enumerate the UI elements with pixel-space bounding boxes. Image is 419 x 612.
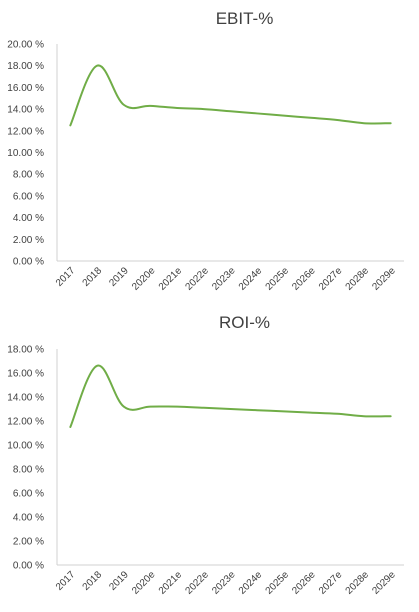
- y-tick-label: 10.00 %: [7, 441, 44, 452]
- y-tick-label: 4.00 %: [13, 513, 44, 524]
- x-tick-label: 2028e: [344, 265, 372, 293]
- x-tick-label: 2027e: [317, 265, 345, 293]
- y-tick-label: 18.00 %: [7, 61, 44, 72]
- y-tick-label: 8.00 %: [13, 170, 44, 181]
- x-tick-label: 2017: [54, 569, 78, 593]
- series-line: [69, 64, 392, 127]
- x-tick-label: 2019: [107, 265, 131, 289]
- x-tick-label: 2021e: [157, 265, 185, 293]
- chart-1: EBIT-% 0.00 % 2.00 % 4.00 % 6.00 % 8.00 % 10.0…: [7, 9, 404, 293]
- y-tick-label: 16.00 %: [7, 83, 44, 94]
- x-tick-label: 2020e: [130, 265, 158, 293]
- y-tick-label: 0.00 %: [13, 257, 44, 268]
- y-tick-label: 20.00 %: [7, 40, 44, 51]
- x-tick-label: 2025e: [264, 569, 292, 597]
- x-tick-label: 2028e: [344, 569, 372, 597]
- x-tick-label: 2022e: [183, 569, 211, 597]
- x-tick-label: 2018: [81, 265, 105, 289]
- chart-title: EBIT-%: [216, 9, 274, 28]
- y-tick-label: 18.00 %: [7, 345, 44, 356]
- x-tick-label: 2024e: [237, 569, 265, 597]
- x-tick-label: 2022e: [183, 265, 211, 293]
- y-tick-label: 12.00 %: [7, 126, 44, 137]
- y-tick-label: 10.00 %: [7, 148, 44, 159]
- y-tick-label: 14.00 %: [7, 105, 44, 116]
- x-tick-label: 2021e: [157, 569, 185, 597]
- series-line: [69, 364, 392, 428]
- x-tick-label: 2029e: [370, 265, 398, 293]
- y-tick-label: 6.00 %: [13, 191, 44, 202]
- chart-title: ROI-%: [219, 313, 270, 332]
- x-tick-label: 2023e: [210, 265, 238, 293]
- y-tick-label: 12.00 %: [7, 417, 44, 428]
- x-tick-label: 2024e: [237, 265, 265, 293]
- x-tick-label: 2017: [54, 265, 78, 289]
- x-tick-label: 2020e: [130, 569, 158, 597]
- x-tick-label: 2029e: [370, 569, 398, 597]
- y-tick-label: 2.00 %: [13, 235, 44, 246]
- x-tick-label: 2026e: [290, 265, 318, 293]
- chart-2: ROI-% 0.00 % 2.00 % 4.00 % 6.00 % 8.00 % 10.00…: [7, 313, 404, 597]
- y-tick-label: 4.00 %: [13, 213, 44, 224]
- y-tick-label: 14.00 %: [7, 393, 44, 404]
- x-tick-label: 2026e: [290, 569, 318, 597]
- y-tick-label: 2.00 %: [13, 537, 44, 548]
- y-tick-label: 8.00 %: [13, 465, 44, 476]
- y-tick-label: 16.00 %: [7, 369, 44, 380]
- x-tick-label: 2023e: [210, 569, 238, 597]
- y-tick-label: 6.00 %: [13, 489, 44, 500]
- x-tick-label: 2019: [107, 569, 131, 593]
- x-tick-label: 2025e: [264, 265, 292, 293]
- y-tick-label: 0.00 %: [13, 561, 44, 572]
- x-tick-label: 2018: [81, 569, 105, 593]
- x-tick-label: 2027e: [317, 569, 345, 597]
